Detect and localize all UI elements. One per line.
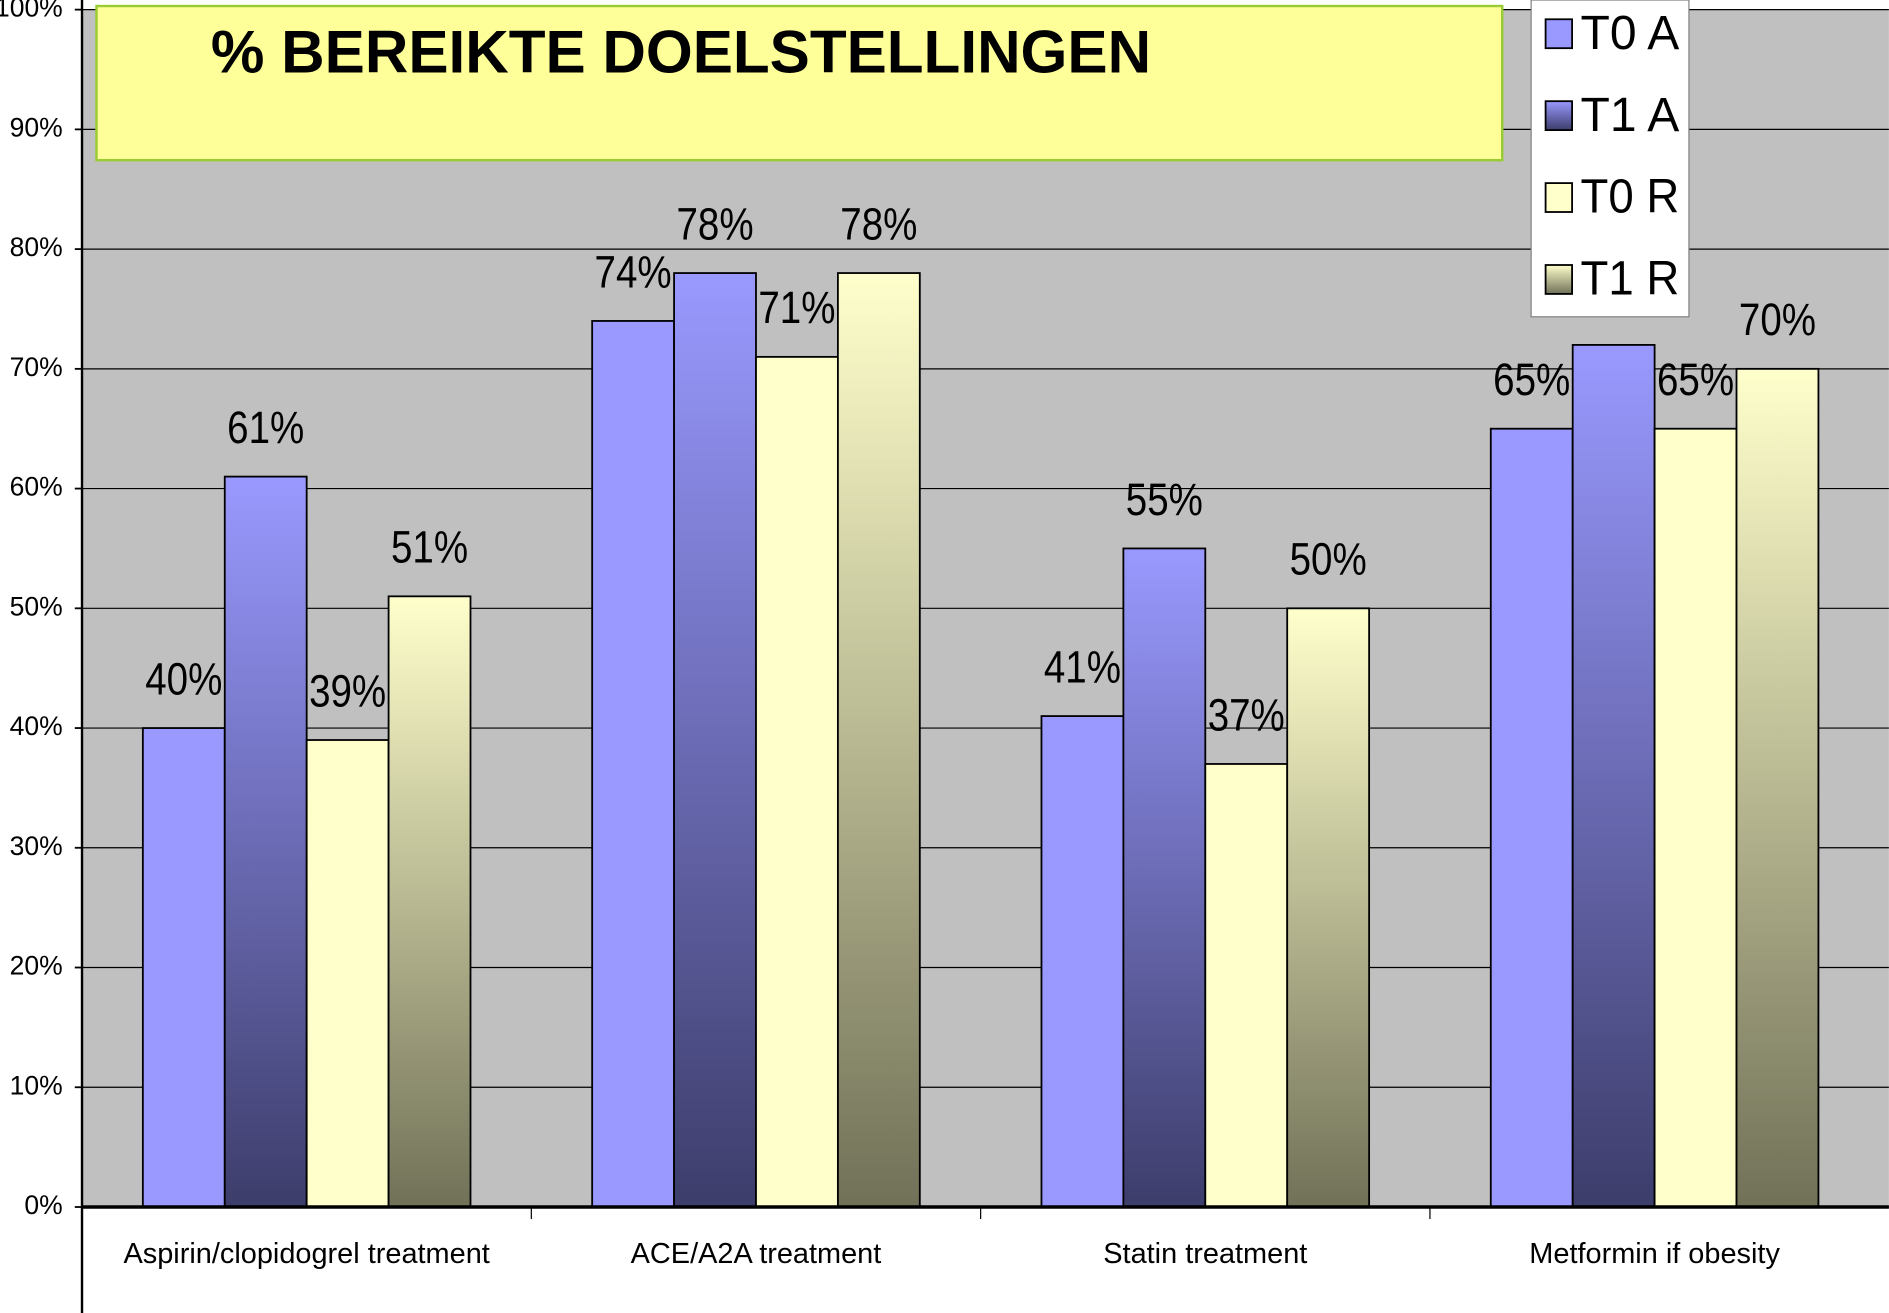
x-tick-label: Metformin if obesity bbox=[1529, 1238, 1780, 1270]
legend-label: T1 A bbox=[1581, 88, 1681, 142]
y-tick-label: 70% bbox=[10, 352, 63, 382]
x-tick-label: ACE/A2A treatment bbox=[631, 1238, 882, 1270]
bar bbox=[305, 739, 390, 1208]
y-tick-label: 80% bbox=[10, 232, 63, 262]
x-tick-label: Statin treatment bbox=[1103, 1238, 1307, 1270]
legend-label: T0 R bbox=[1581, 170, 1680, 224]
data-label: 39% bbox=[309, 665, 386, 716]
bar bbox=[141, 727, 226, 1208]
data-label: 40% bbox=[145, 653, 222, 704]
bar bbox=[1122, 547, 1207, 1208]
data-label: 41% bbox=[1044, 641, 1121, 692]
legend-swatch bbox=[1544, 18, 1573, 50]
y-tick-label: 60% bbox=[10, 472, 63, 502]
data-label: 61% bbox=[227, 402, 304, 453]
legend-swatch bbox=[1544, 264, 1573, 295]
data-label: 51% bbox=[391, 522, 468, 573]
y-tick-label: 90% bbox=[10, 112, 63, 142]
y-tick-label: 40% bbox=[10, 711, 63, 741]
bar bbox=[673, 272, 757, 1208]
bar bbox=[836, 272, 921, 1208]
chart-title: % BEREIKTE DOELSTELLINGEN bbox=[211, 18, 1151, 86]
bar bbox=[591, 320, 675, 1208]
y-tick-label: 50% bbox=[10, 591, 63, 621]
legend-swatch bbox=[1544, 182, 1573, 213]
data-label: 65% bbox=[1493, 354, 1570, 405]
bar bbox=[1204, 763, 1289, 1208]
bar bbox=[1489, 427, 1574, 1208]
bar bbox=[1040, 715, 1125, 1208]
legend bbox=[1530, 0, 1690, 318]
data-label: 37% bbox=[1208, 689, 1285, 740]
bar bbox=[1653, 427, 1738, 1208]
x-tick-label: Aspirin/clopidogrel treatment bbox=[124, 1238, 490, 1270]
legend-label: T1 R bbox=[1581, 252, 1680, 306]
y-tick-label: 100% bbox=[0, 0, 63, 23]
data-label: 78% bbox=[840, 198, 917, 249]
bar bbox=[387, 595, 472, 1208]
data-label: 50% bbox=[1290, 534, 1367, 585]
data-label: 55% bbox=[1126, 474, 1203, 525]
data-label: 65% bbox=[1657, 354, 1734, 405]
y-tick-label: 0% bbox=[24, 1190, 62, 1220]
data-label: 78% bbox=[676, 198, 753, 249]
bar bbox=[755, 355, 839, 1208]
y-tick-label: 30% bbox=[10, 831, 63, 861]
y-tick-label: 20% bbox=[10, 951, 63, 981]
data-label: 70% bbox=[1739, 294, 1816, 345]
bar bbox=[1286, 607, 1371, 1208]
data-label: 71% bbox=[758, 282, 835, 333]
bar bbox=[223, 475, 308, 1208]
data-label: 74% bbox=[595, 246, 672, 297]
y-tick-label: 10% bbox=[10, 1070, 63, 1100]
title-box bbox=[95, 4, 1504, 162]
bar bbox=[1571, 343, 1656, 1208]
bar bbox=[1735, 367, 1820, 1208]
legend-label: T0 A bbox=[1581, 6, 1681, 60]
legend-swatch bbox=[1544, 100, 1573, 131]
